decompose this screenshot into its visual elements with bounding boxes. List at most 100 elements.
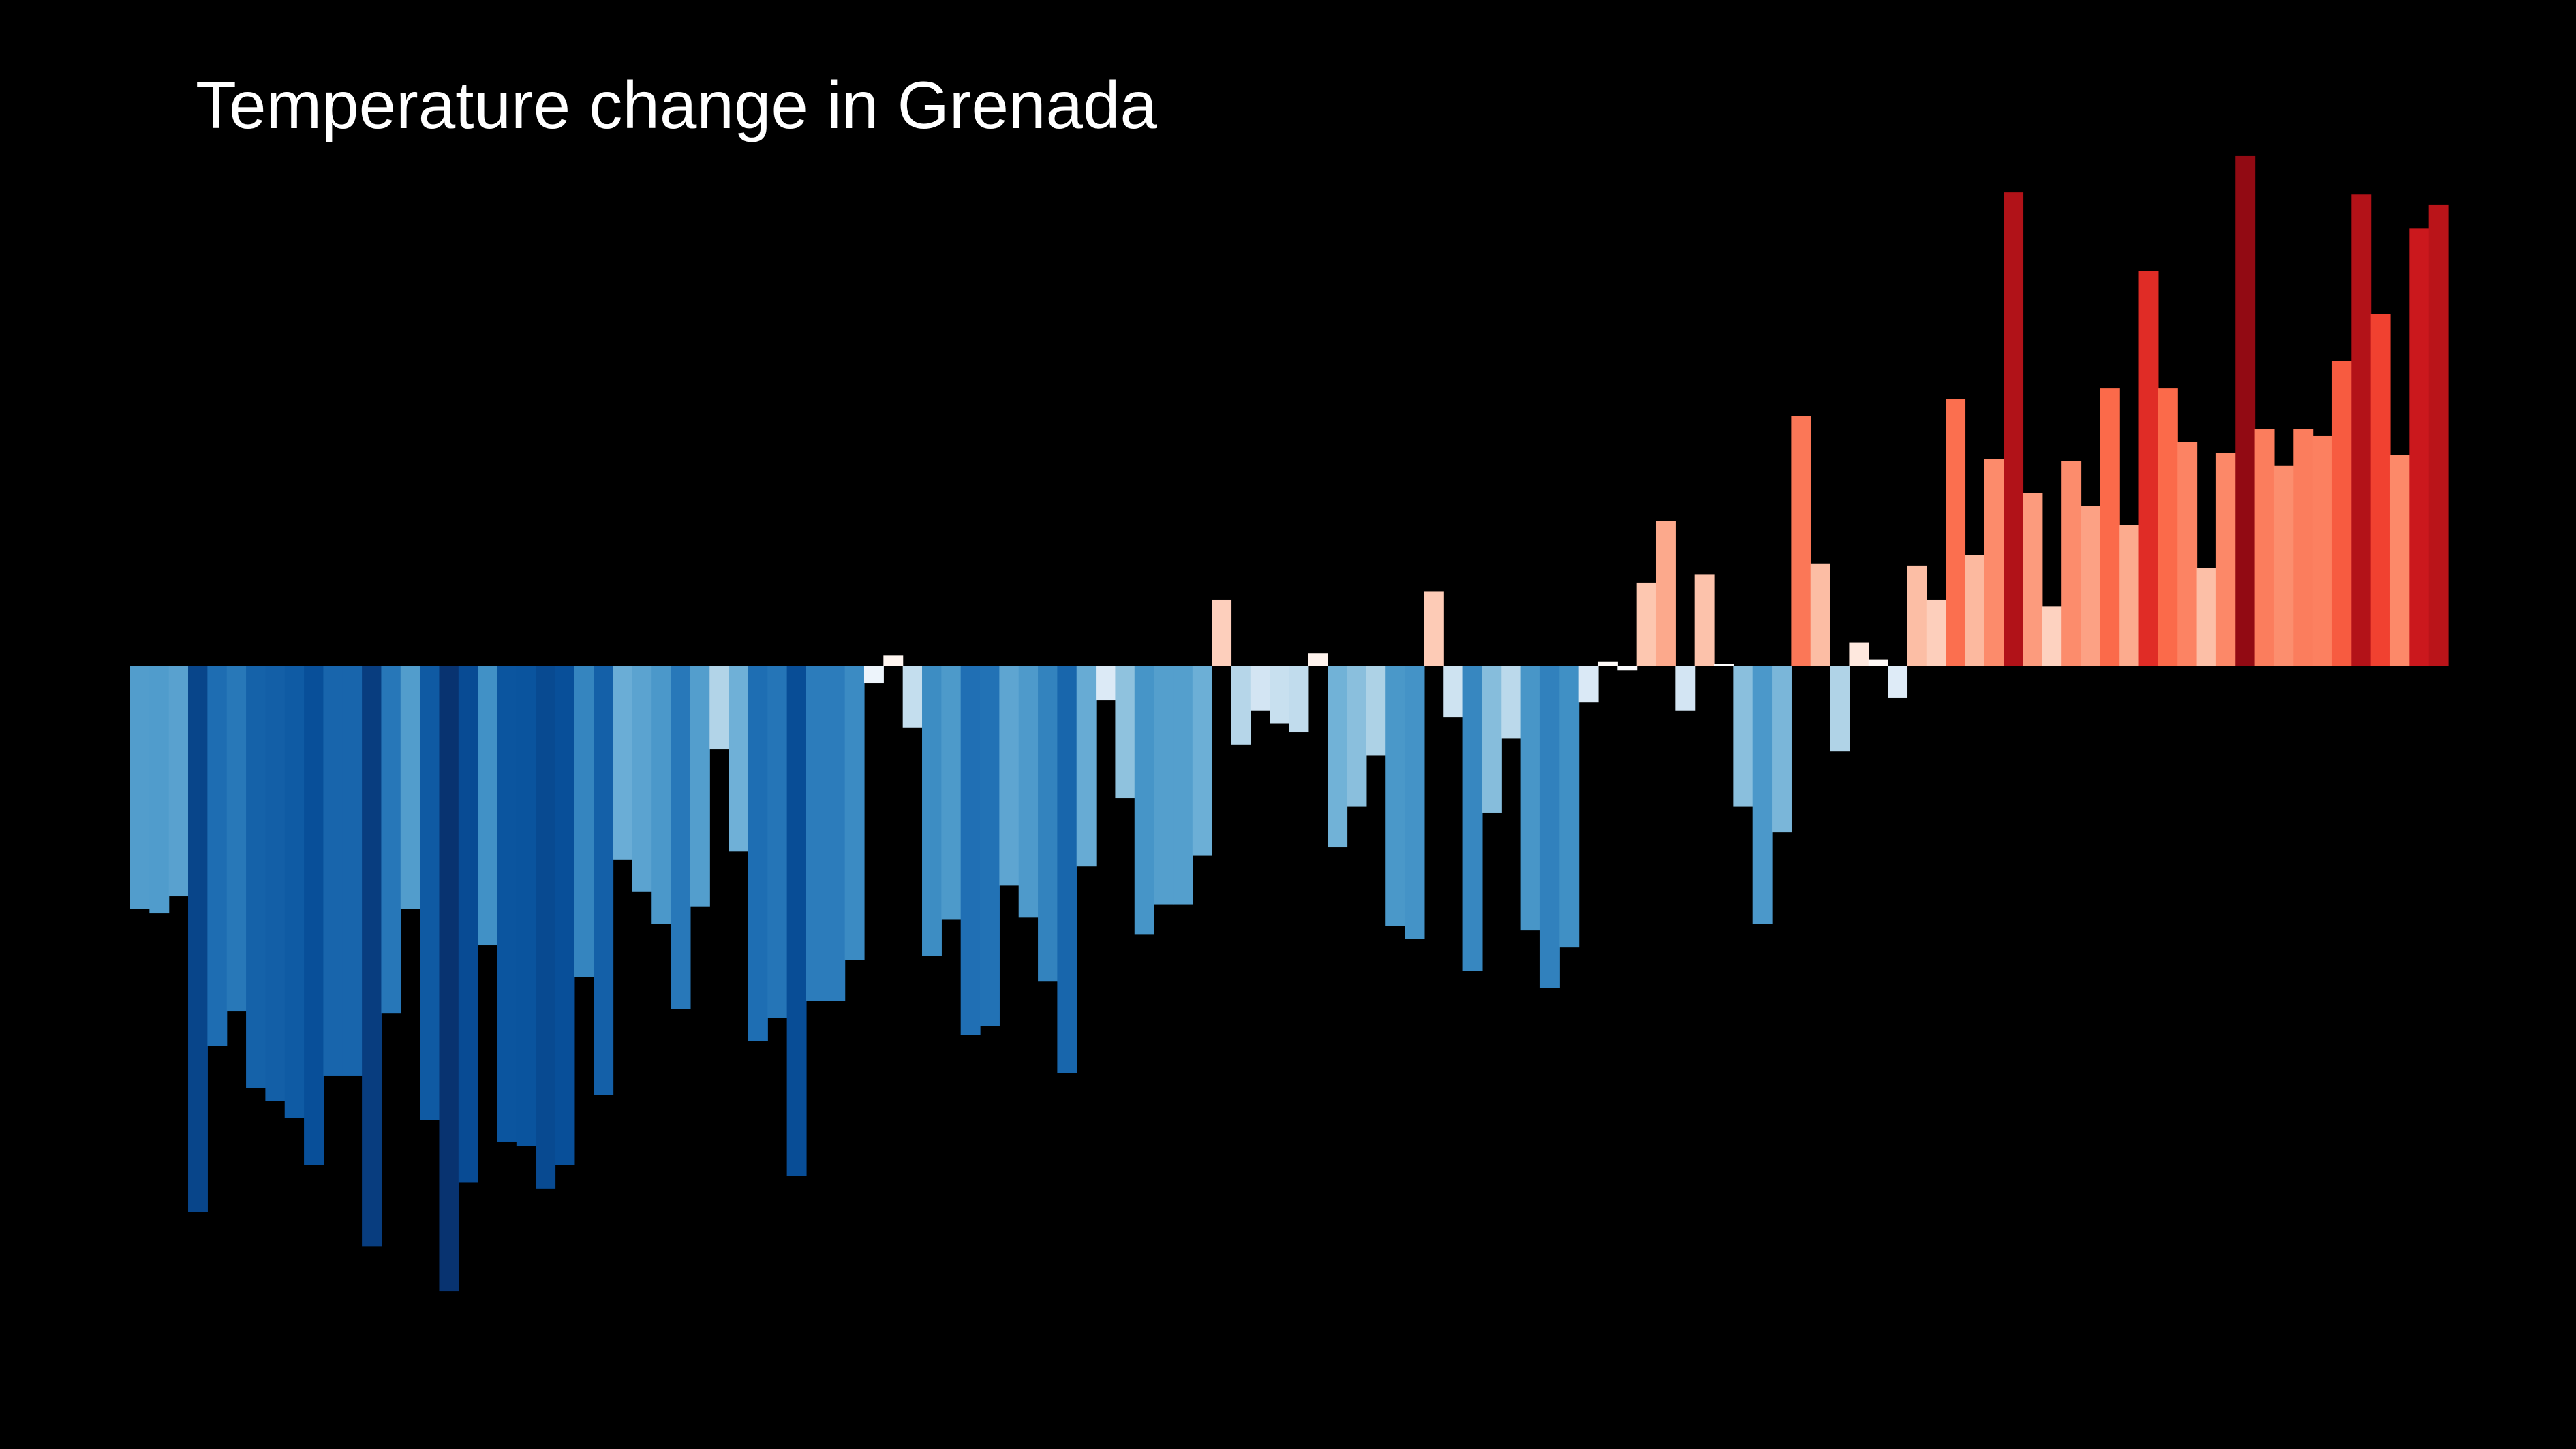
bar-103: [2119, 525, 2140, 666]
bar-100: [2061, 461, 2082, 666]
bar-24: [594, 666, 614, 1095]
bar-104: [2138, 271, 2159, 666]
bar-15: [420, 666, 440, 1120]
bar-69: [1462, 666, 1483, 971]
bar-51: [1115, 666, 1135, 799]
bar-65: [1385, 666, 1406, 926]
bars-group: [130, 155, 2449, 1292]
bar-50: [1096, 666, 1116, 701]
bar-67: [1424, 591, 1444, 666]
bar-49: [1076, 666, 1097, 867]
bar-23: [574, 666, 594, 977]
bar-52: [1134, 666, 1154, 935]
bar-82: [1714, 664, 1734, 666]
bar-48: [1057, 666, 1077, 1073]
bar-13: [381, 666, 401, 1014]
bar-118: [2409, 228, 2429, 667]
bar-47: [1038, 666, 1058, 982]
bar-112: [2293, 429, 2314, 666]
bar-108: [2215, 453, 2236, 666]
bar-43: [960, 666, 981, 1035]
bar-93: [1926, 599, 1946, 666]
bar-17: [458, 666, 478, 1183]
bar-0: [130, 666, 150, 909]
bar-46: [1018, 666, 1039, 918]
bar-86: [1791, 416, 1811, 666]
bar-111: [2273, 465, 2294, 666]
bar-98: [2023, 493, 2043, 666]
bar-25: [613, 666, 633, 860]
bar-102: [2100, 388, 2120, 666]
bar-7: [265, 666, 286, 1101]
bar-89: [1849, 642, 1869, 666]
bar-16: [439, 666, 459, 1292]
bar-119: [2428, 204, 2449, 666]
bar-42: [941, 666, 962, 920]
bar-97: [2004, 192, 2024, 666]
bar-116: [2370, 314, 2391, 666]
bar-34: [786, 666, 807, 1176]
bar-55: [1192, 666, 1212, 856]
bar-4: [207, 666, 228, 1046]
bar-78: [1636, 582, 1657, 666]
bar-20: [516, 666, 536, 1146]
bar-18: [478, 666, 498, 946]
chart-title: Temperature change in Grenada: [196, 67, 1157, 142]
bar-84: [1752, 666, 1773, 924]
bar-58: [1250, 666, 1270, 711]
bar-110: [2254, 429, 2275, 666]
bar-88: [1830, 666, 1850, 752]
bar-107: [2196, 568, 2217, 666]
bar-66: [1405, 666, 1425, 939]
bar-77: [1617, 666, 1638, 671]
bar-31: [729, 666, 749, 852]
bar-40: [902, 666, 923, 728]
bar-26: [632, 666, 652, 892]
bar-44: [980, 666, 1000, 1026]
bar-41: [922, 666, 942, 956]
bar-9: [304, 666, 324, 1165]
bar-73: [1539, 666, 1560, 988]
bar-36: [825, 666, 846, 1001]
bar-32: [748, 666, 768, 1041]
bar-92: [1907, 565, 1927, 666]
bar-96: [1984, 459, 2004, 666]
bar-70: [1482, 666, 1502, 813]
bar-95: [1965, 555, 1985, 666]
bar-72: [1520, 666, 1541, 931]
bar-81: [1694, 574, 1715, 666]
bar-62: [1328, 666, 1348, 848]
bar-64: [1366, 666, 1386, 756]
bar-106: [2177, 442, 2198, 666]
bar-45: [999, 666, 1019, 886]
bar-12: [362, 666, 382, 1247]
bar-61: [1308, 653, 1328, 666]
bar-14: [400, 666, 420, 909]
bar-27: [651, 666, 672, 924]
bar-29: [690, 666, 710, 907]
bar-60: [1289, 666, 1309, 733]
bar-21: [536, 666, 556, 1189]
bar-87: [1810, 563, 1830, 666]
bar-79: [1655, 521, 1676, 666]
bar-28: [671, 666, 691, 1009]
bar-5: [226, 666, 247, 1012]
bar-99: [2042, 606, 2062, 666]
bar-68: [1443, 666, 1464, 718]
bar-56: [1212, 599, 1232, 666]
bar-71: [1501, 666, 1522, 739]
bar-11: [342, 666, 363, 1076]
bar-33: [767, 666, 788, 1018]
bar-35: [806, 666, 826, 1001]
bar-109: [2235, 155, 2256, 666]
bar-8: [284, 666, 305, 1118]
bar-53: [1154, 666, 1174, 905]
bar-117: [2389, 455, 2410, 666]
bar-114: [2331, 361, 2352, 666]
bar-75: [1578, 666, 1599, 703]
bar-3: [188, 666, 208, 1212]
bar-10: [323, 666, 343, 1076]
bar-57: [1231, 666, 1251, 745]
bar-80: [1675, 666, 1696, 711]
